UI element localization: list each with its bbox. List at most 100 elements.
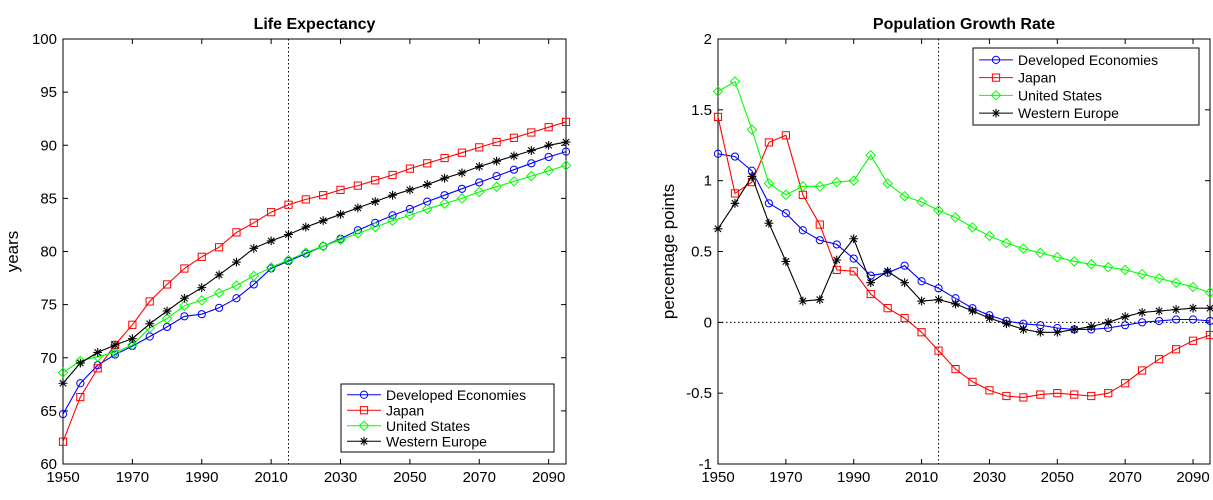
chart1-legend-box xyxy=(340,383,555,453)
chart2-point-united-states xyxy=(933,205,944,216)
chart2-point-united-states xyxy=(831,176,843,188)
chart2-point-japan xyxy=(730,189,740,198)
chart1-point-united-states xyxy=(421,203,433,215)
chart1-point-japan xyxy=(93,364,102,373)
chart1-point-developed-economies xyxy=(388,211,397,220)
chart2-point-western-europe xyxy=(764,218,774,228)
chart2-point-western-europe xyxy=(1120,312,1130,322)
chart2-point-united-states xyxy=(899,190,910,202)
chart1-point-western-europe xyxy=(561,137,571,147)
chart1-point-western-europe xyxy=(180,293,189,303)
chart1-legend-label-western-europe: Western Europe xyxy=(386,433,487,449)
chart2-point-western-europe xyxy=(985,313,994,323)
chart2-point-japan xyxy=(985,386,994,395)
chart1-point-united-states xyxy=(560,160,572,171)
chart2-point-united-states xyxy=(746,124,758,135)
chart2-legend-marker-developed-economies xyxy=(991,55,1001,64)
chart2-point-japan xyxy=(849,267,858,276)
chart1-y-tick-label: 70 xyxy=(40,350,57,367)
chart1-x-tick-label: 2010 xyxy=(254,469,287,486)
chart1-point-japan xyxy=(475,143,484,152)
chart1-point-japan xyxy=(405,164,414,173)
chart2-point-developed-economies xyxy=(1205,316,1213,326)
chart1-x-tick-label: 2090 xyxy=(532,469,565,486)
chart2-point-western-europe xyxy=(747,172,757,181)
chart2-point-japan xyxy=(1188,336,1198,345)
chart1-point-developed-economies xyxy=(76,379,85,388)
chart2-point-western-europe xyxy=(1103,317,1113,327)
chart2-point-united-states xyxy=(1136,268,1148,280)
chart1-point-western-europe xyxy=(93,348,103,357)
chart1-point-united-states xyxy=(369,221,381,233)
chart2-point-united-states xyxy=(984,230,995,242)
chart1-legend-label-developed-economies: Developed Economies xyxy=(386,387,526,403)
chart1-point-western-europe xyxy=(405,185,415,195)
chart1-point-western-europe xyxy=(388,190,397,200)
chart2-point-developed-economies xyxy=(815,236,824,245)
chart2-point-united-states xyxy=(1068,256,1080,267)
chart1-point-developed-economies xyxy=(58,409,68,419)
chart1-point-japan xyxy=(180,264,189,273)
chart1-point-united-states xyxy=(543,165,554,177)
chart2-point-developed-economies xyxy=(849,254,858,263)
chart2-y-axis-label: percentage points xyxy=(659,184,678,319)
chart2-point-united-states xyxy=(1204,287,1213,298)
chart1-point-japan xyxy=(336,185,345,194)
chart1-point-developed-economies xyxy=(319,242,328,251)
chart2-point-united-states xyxy=(1102,261,1114,273)
chart1-x-tick-label: 2030 xyxy=(324,469,357,486)
chart2-point-united-states xyxy=(1170,277,1182,288)
chart2-point-western-europe xyxy=(883,266,893,276)
chart1-point-western-europe xyxy=(266,236,276,246)
chart1-x-tick-label: 2070 xyxy=(463,469,496,486)
chart2-y-tick-label: -0.5 xyxy=(686,385,712,402)
chart1-point-japan xyxy=(457,148,467,157)
chart1-legend-marker-united-states xyxy=(358,420,370,432)
chart2-point-western-europe xyxy=(1154,306,1164,316)
chart2-point-developed-economies xyxy=(900,261,909,270)
chart2-point-united-states xyxy=(729,76,741,87)
chart2-point-japan xyxy=(1205,330,1213,340)
chart1-point-western-europe xyxy=(162,306,172,316)
chart2-point-western-europe xyxy=(1205,303,1213,313)
chart2-point-united-states xyxy=(950,212,961,223)
chart1-y-tick-label: 90 xyxy=(40,137,57,154)
chart1-point-japan xyxy=(145,297,154,306)
chart1-point-japan xyxy=(527,128,536,137)
chart2-x-tick-label: 2050 xyxy=(1041,469,1074,486)
chart2-point-developed-economies xyxy=(1121,321,1130,330)
chart1-point-western-europe xyxy=(145,319,155,329)
chart2-point-united-states xyxy=(1001,237,1012,249)
chart2-point-developed-economies xyxy=(730,152,740,161)
chart2-point-japan xyxy=(713,112,723,122)
chart1-point-united-states xyxy=(196,295,208,306)
chart1-series-line-united-states xyxy=(62,164,567,374)
chart1-point-western-europe xyxy=(440,173,449,183)
chart2-point-western-europe xyxy=(951,299,960,309)
chart2-point-japan xyxy=(815,220,824,229)
chart1-point-united-states xyxy=(213,287,225,299)
chart1-point-western-europe xyxy=(318,216,328,226)
chart2-point-united-states xyxy=(916,196,927,208)
chart2-point-developed-economies xyxy=(781,209,790,218)
chart1-point-western-europe xyxy=(492,156,502,166)
chart1-point-japan xyxy=(371,176,380,185)
chart2-point-western-europe xyxy=(968,306,977,316)
chart1-point-united-states xyxy=(179,300,190,311)
chart2-y-tick-label: 1 xyxy=(704,173,712,190)
chart2-point-western-europe xyxy=(1002,319,1011,329)
chart1-point-western-europe xyxy=(370,197,380,206)
chart2-point-united-states xyxy=(882,178,893,189)
chart1-point-japan xyxy=(284,200,293,209)
chart1-y-tick-label: 65 xyxy=(40,403,57,420)
chart1-point-western-europe xyxy=(75,358,85,368)
chart2-point-western-europe xyxy=(713,224,723,234)
chart1-point-developed-economies xyxy=(180,312,189,321)
chart1-point-developed-economies xyxy=(405,204,414,214)
chart1-point-western-europe xyxy=(336,209,345,219)
chart1-x-tick-label: 2050 xyxy=(393,469,426,486)
chart2-point-japan xyxy=(1087,391,1096,401)
chart1-point-united-states xyxy=(387,215,398,226)
